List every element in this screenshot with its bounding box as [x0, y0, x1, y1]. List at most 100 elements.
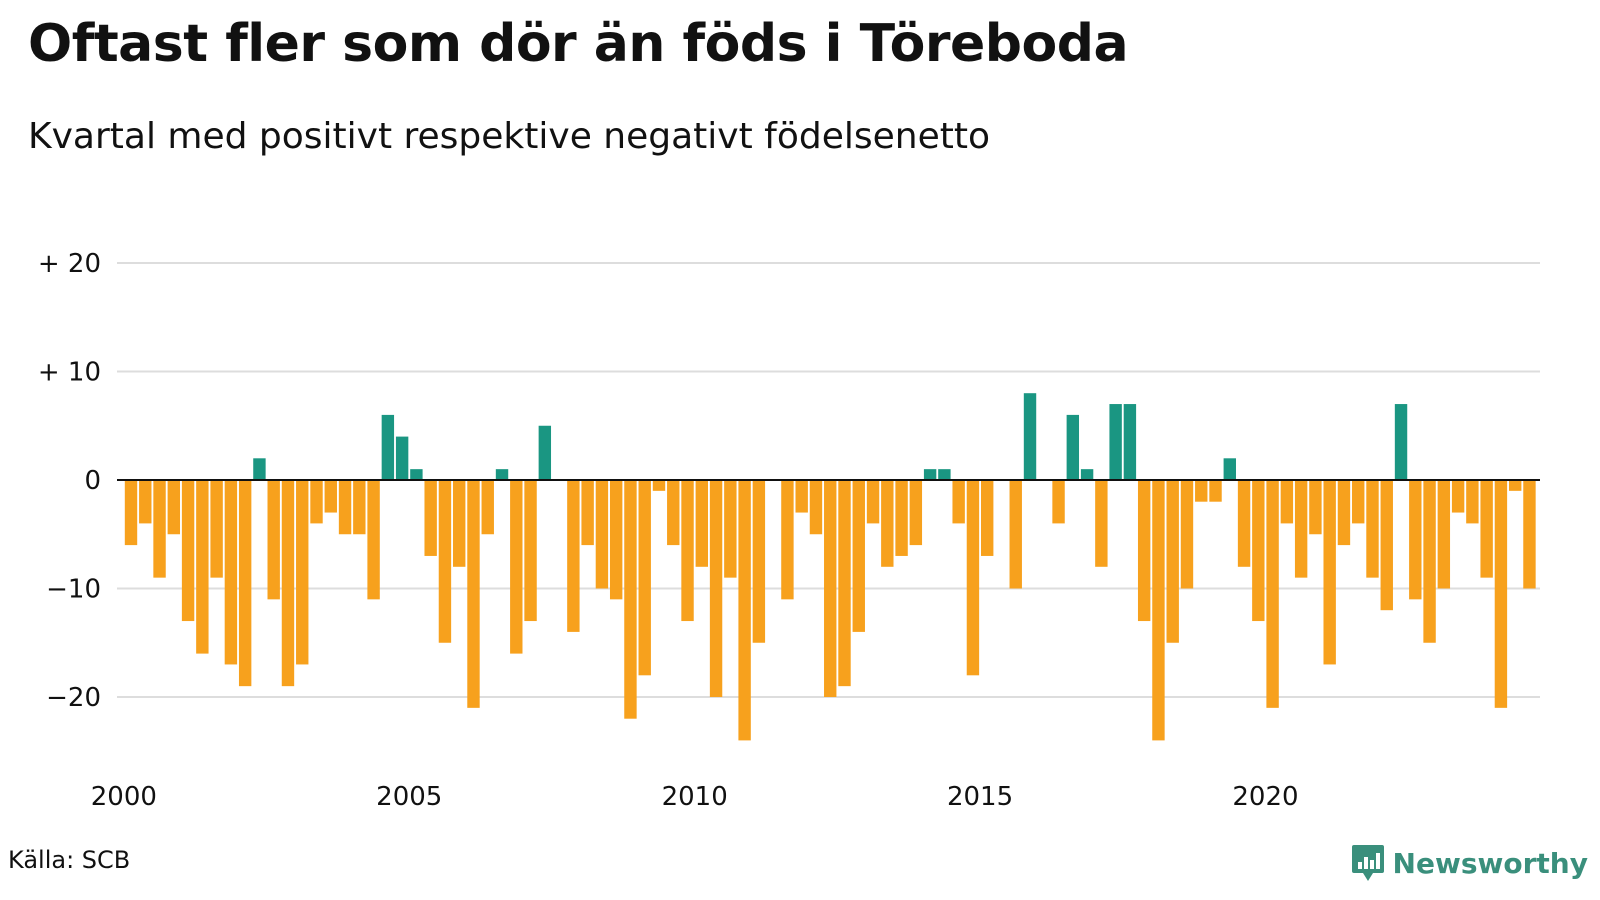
- bar: [866, 480, 880, 524]
- bar: [196, 480, 209, 654]
- y-tick-label: + 10: [38, 358, 101, 388]
- y-tick-label: 0: [84, 466, 101, 496]
- bar: [1023, 393, 1037, 480]
- bar: [424, 480, 437, 556]
- bar: [395, 436, 409, 480]
- bar: [838, 480, 851, 687]
- bar: [1466, 480, 1479, 524]
- bar: [1066, 414, 1080, 480]
- bar: [324, 480, 337, 513]
- bar: [852, 480, 865, 632]
- bar: [1366, 480, 1379, 578]
- bar: [981, 480, 994, 556]
- bar: [1095, 480, 1108, 567]
- bar: [809, 480, 823, 535]
- bar: [595, 480, 609, 589]
- bar: [1423, 480, 1436, 643]
- bar: [1123, 404, 1137, 480]
- bar-chart-speech-bubble-icon: [1351, 845, 1384, 881]
- bar: [453, 480, 466, 567]
- bar: [881, 480, 894, 567]
- bar: [781, 480, 794, 600]
- bar: [524, 480, 537, 622]
- x-tick-label: 2020: [1232, 782, 1298, 812]
- bar: [1337, 480, 1351, 546]
- bar: [638, 480, 651, 676]
- bar: [338, 480, 352, 535]
- bar: [296, 480, 309, 665]
- bar: [1309, 480, 1322, 535]
- bar: [909, 480, 923, 546]
- bar: [139, 480, 152, 524]
- bar: [1523, 480, 1536, 589]
- bar: [410, 469, 423, 480]
- bar: [1237, 480, 1251, 567]
- bar: [1494, 480, 1508, 708]
- bar: [581, 480, 594, 546]
- bar: [210, 480, 223, 578]
- bar: [752, 480, 766, 643]
- bar: [738, 480, 751, 741]
- x-tick-label: 2005: [376, 782, 442, 812]
- bar: [895, 480, 908, 556]
- bar: [253, 458, 266, 480]
- y-tick-label: −20: [46, 683, 101, 713]
- bar: [438, 480, 452, 643]
- bar: [652, 480, 666, 491]
- bar: [938, 469, 951, 480]
- bar: [1480, 480, 1493, 578]
- bar: [124, 480, 138, 546]
- bar: [481, 480, 494, 535]
- bar: [1109, 404, 1122, 480]
- bar: [238, 480, 252, 687]
- bar: [1508, 480, 1522, 491]
- bar: [709, 480, 723, 697]
- bar: [609, 480, 623, 600]
- bar: [1166, 480, 1179, 643]
- bar: [624, 480, 637, 719]
- bar: [538, 425, 552, 480]
- bar: [667, 480, 680, 546]
- bar: [1180, 480, 1194, 589]
- chart-subtitle: Kvartal med positivt respektive negativt…: [28, 116, 990, 157]
- bar: [695, 480, 708, 567]
- bar: [310, 480, 323, 524]
- bar: [1080, 469, 1094, 480]
- x-tick-label: 2010: [662, 782, 728, 812]
- bar: [824, 480, 837, 697]
- bar: [181, 480, 195, 622]
- bar: [367, 480, 380, 600]
- bar: [1394, 404, 1408, 480]
- bar: [281, 480, 295, 687]
- bar: [724, 480, 737, 578]
- bar: [795, 480, 808, 513]
- bar: [1252, 480, 1265, 622]
- bar: [1437, 480, 1451, 589]
- bar: [1323, 480, 1336, 665]
- bar: [495, 469, 509, 480]
- bar: [224, 480, 238, 665]
- bar: [1009, 480, 1022, 589]
- bar: [1352, 480, 1365, 524]
- bar: [1195, 480, 1208, 502]
- bar: [1223, 458, 1236, 480]
- bar: [681, 480, 694, 622]
- bar: [153, 480, 166, 578]
- x-tick-label: 2000: [91, 782, 157, 812]
- bar: [1280, 480, 1294, 524]
- y-tick-label: −10: [46, 575, 101, 605]
- bar: [381, 414, 395, 480]
- brand-name: Newsworthy: [1392, 846, 1588, 880]
- bar: [353, 480, 366, 535]
- brand-logo: Newsworthy: [1351, 842, 1588, 884]
- bar: [510, 480, 523, 654]
- source-note: Källa: SCB: [8, 846, 131, 874]
- bar: [1209, 480, 1222, 502]
- bar: [167, 480, 181, 535]
- bar: [467, 480, 480, 708]
- bar: [1409, 480, 1422, 600]
- bar: [923, 469, 937, 480]
- bar: [267, 480, 280, 600]
- x-tick-label: 2015: [947, 782, 1013, 812]
- bar: [1052, 480, 1065, 524]
